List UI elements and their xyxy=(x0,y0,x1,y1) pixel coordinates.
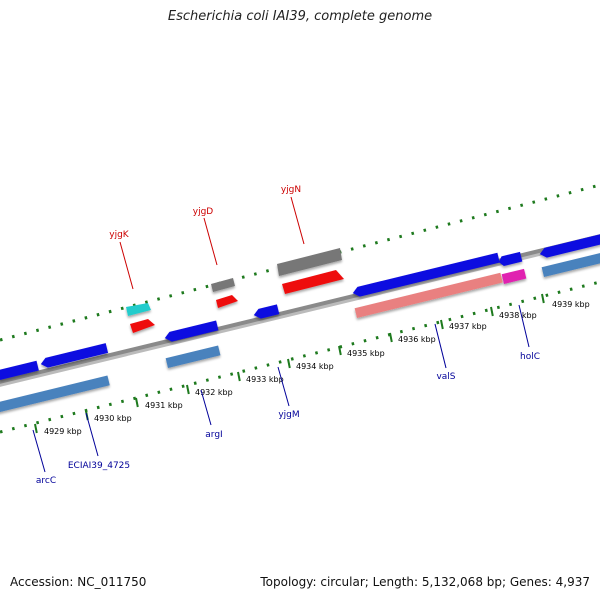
tick-label: 4938 kbp xyxy=(499,311,537,320)
tick-label: 4934 kbp xyxy=(296,362,334,371)
gene-label-yjgD[interactable]: yjgD xyxy=(193,207,214,217)
major-ticks: 4929 kbp 4930 kbp 4931 kbp 4932 kbp 4933… xyxy=(34,293,590,436)
gene-label-yjgN[interactable]: yjgN xyxy=(281,185,301,195)
accession-text: Accession: NC_011750 xyxy=(10,575,147,589)
leader-lines-bottom xyxy=(32,304,530,473)
gene-feature[interactable] xyxy=(498,251,523,267)
gene-label-argI[interactable]: argI xyxy=(205,430,222,440)
gene-feature[interactable] xyxy=(164,320,219,343)
tick-label: 4932 kbp xyxy=(195,388,233,397)
gene-label-ECIAI39_4725[interactable]: ECIAI39_4725 xyxy=(68,461,130,471)
leader-lines-top xyxy=(119,196,305,290)
tick-label: 4939 kbp xyxy=(552,300,590,309)
major-tick xyxy=(541,293,545,304)
gene-feature[interactable] xyxy=(130,319,155,333)
track-minus-strand xyxy=(0,252,600,413)
gene-labels-bottom: arcC ECIAI39_4725 argI yjgM valS holC xyxy=(36,352,540,486)
major-tick xyxy=(34,423,38,434)
gene-feature[interactable] xyxy=(0,375,110,413)
gene-feature[interactable] xyxy=(253,304,280,320)
tick-label: 4933 kbp xyxy=(246,375,284,384)
major-tick xyxy=(389,332,393,343)
gene-feature[interactable] xyxy=(539,234,600,259)
major-tick xyxy=(490,306,494,317)
track-rna-features xyxy=(126,248,344,333)
major-tick xyxy=(237,371,241,382)
major-tick xyxy=(287,358,291,369)
gene-label-yjgK[interactable]: yjgK xyxy=(109,230,130,240)
tick-label: 4937 kbp xyxy=(449,322,487,331)
gene-label-holC[interactable]: holC xyxy=(520,352,540,362)
gene-feature[interactable] xyxy=(541,252,600,277)
gene-feature[interactable] xyxy=(40,343,109,369)
tick-label: 4930 kbp xyxy=(94,414,132,423)
gene-labels-top: yjgK yjgD yjgN xyxy=(109,185,301,240)
gene-feature[interactable] xyxy=(0,360,39,381)
major-tick xyxy=(186,384,190,395)
gene-feature[interactable] xyxy=(165,345,221,368)
gene-feature[interactable] xyxy=(352,252,500,298)
major-tick xyxy=(135,397,139,408)
gene-feature[interactable] xyxy=(216,295,238,308)
track-plus-strand xyxy=(0,234,600,380)
gene-feature[interactable] xyxy=(282,270,344,294)
tick-label: 4929 kbp xyxy=(44,427,82,436)
gene-label-yjgM[interactable]: yjgM xyxy=(278,410,299,420)
major-tick xyxy=(440,319,444,330)
gene-label-arcC[interactable]: arcC xyxy=(36,476,56,486)
gene-feature[interactable] xyxy=(277,248,342,276)
tick-label: 4935 kbp xyxy=(347,349,385,358)
gene-feature[interactable] xyxy=(211,278,235,292)
gene-feature[interactable] xyxy=(501,268,527,284)
gene-feature[interactable] xyxy=(354,272,503,318)
tick-label: 4931 kbp xyxy=(145,401,183,410)
genome-summary-text: Topology: circular; Length: 5,132,068 bp… xyxy=(260,575,590,589)
tick-label: 4936 kbp xyxy=(398,335,436,344)
genome-title: Escherichia coli IAI39, complete genome xyxy=(167,9,433,24)
gene-feature[interactable] xyxy=(126,303,151,316)
major-tick xyxy=(338,345,342,356)
gene-label-valS[interactable]: valS xyxy=(436,372,455,382)
